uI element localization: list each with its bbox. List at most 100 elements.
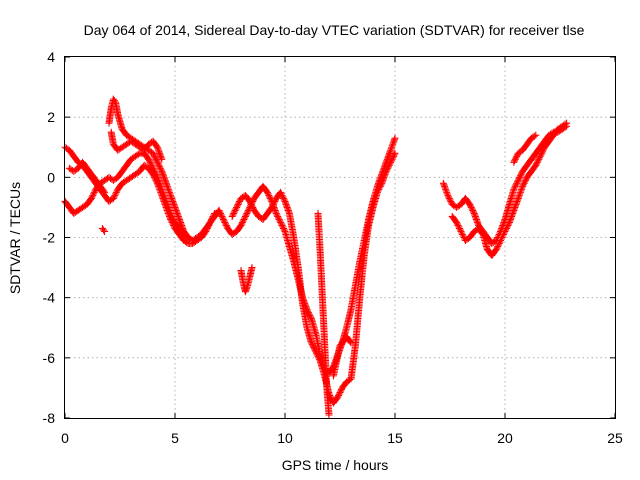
x-tick-label: 15 [387, 430, 403, 446]
data-point [157, 166, 165, 174]
data-point [469, 206, 477, 214]
data-point [335, 391, 343, 399]
data-point [387, 145, 395, 153]
data-point [147, 160, 155, 168]
data-point [221, 218, 229, 226]
data-point [469, 208, 477, 216]
data-point [511, 155, 519, 163]
data-point [112, 188, 120, 196]
data-point [220, 217, 228, 225]
data-point [521, 178, 529, 186]
data-point [307, 339, 315, 347]
data-point [533, 158, 541, 166]
data-point [230, 209, 238, 217]
data-point [512, 154, 520, 162]
data-point [391, 149, 399, 157]
data-point [457, 227, 465, 235]
data-point [241, 212, 249, 220]
data-point [216, 209, 224, 217]
data-point [248, 202, 256, 210]
data-point [467, 203, 475, 211]
data-point [280, 196, 288, 204]
data-point [494, 243, 502, 251]
data-point [274, 212, 282, 220]
data-point [532, 161, 540, 169]
y-tick-label: -2 [43, 230, 56, 246]
data-point [145, 155, 153, 163]
data-point [89, 191, 97, 199]
data-point [242, 211, 250, 219]
data-point [499, 232, 507, 240]
data-point [150, 151, 158, 159]
data-point [109, 194, 117, 202]
data-point [497, 237, 505, 245]
data-point [530, 132, 538, 140]
data-point [505, 220, 513, 228]
data-point [505, 218, 513, 226]
data-point [346, 338, 354, 346]
y-tick-label: 4 [47, 49, 55, 65]
data-point [222, 221, 230, 229]
plot-frame [64, 56, 616, 419]
data-point [151, 169, 159, 177]
data-point [233, 202, 241, 210]
data-point [447, 197, 455, 205]
data-point [90, 190, 98, 198]
data-point [280, 194, 288, 202]
data-point [441, 184, 449, 192]
data-point [347, 339, 355, 347]
data-point [312, 348, 320, 356]
data-point [386, 160, 394, 168]
data-point [168, 212, 176, 220]
data-point [237, 221, 245, 229]
data-point [228, 212, 236, 220]
data-point [229, 211, 237, 219]
data-point [374, 187, 382, 195]
data-point [453, 218, 461, 226]
data-point [563, 119, 571, 127]
data-point [156, 164, 164, 172]
data-point [314, 352, 322, 360]
data-point [183, 232, 191, 240]
grid [65, 57, 615, 418]
data-point [456, 224, 464, 232]
data-point [500, 230, 508, 238]
data-point [266, 193, 274, 201]
data-point [274, 214, 282, 222]
data-point [219, 215, 227, 223]
data-point [148, 163, 156, 171]
data-point [508, 212, 516, 220]
data-point [439, 179, 447, 187]
data-point [283, 202, 291, 210]
data-point [278, 221, 286, 229]
data-point [376, 182, 384, 190]
data-point [520, 179, 528, 187]
data-point [496, 238, 504, 246]
data-point [167, 211, 175, 219]
data-point [454, 221, 462, 229]
data-point [277, 190, 285, 198]
data-point [501, 227, 509, 235]
data-point [519, 181, 527, 189]
data-point [167, 209, 175, 217]
data-point [337, 387, 345, 395]
data-point [156, 163, 164, 171]
data-point [466, 200, 474, 208]
data-point [279, 193, 287, 201]
data-point [153, 157, 161, 165]
data-point [279, 223, 287, 231]
data-point [390, 151, 398, 159]
data-point [313, 351, 321, 359]
data-point [270, 199, 278, 207]
data-point [145, 157, 153, 165]
data-point [148, 161, 156, 169]
data-point [248, 264, 256, 272]
data-point [272, 209, 280, 217]
data-point [277, 220, 285, 228]
x-tick-label: 20 [497, 430, 513, 446]
data-point [381, 172, 389, 180]
data-point [315, 355, 323, 363]
data-point [150, 167, 158, 175]
data-point [389, 140, 397, 148]
data-point [146, 158, 154, 166]
